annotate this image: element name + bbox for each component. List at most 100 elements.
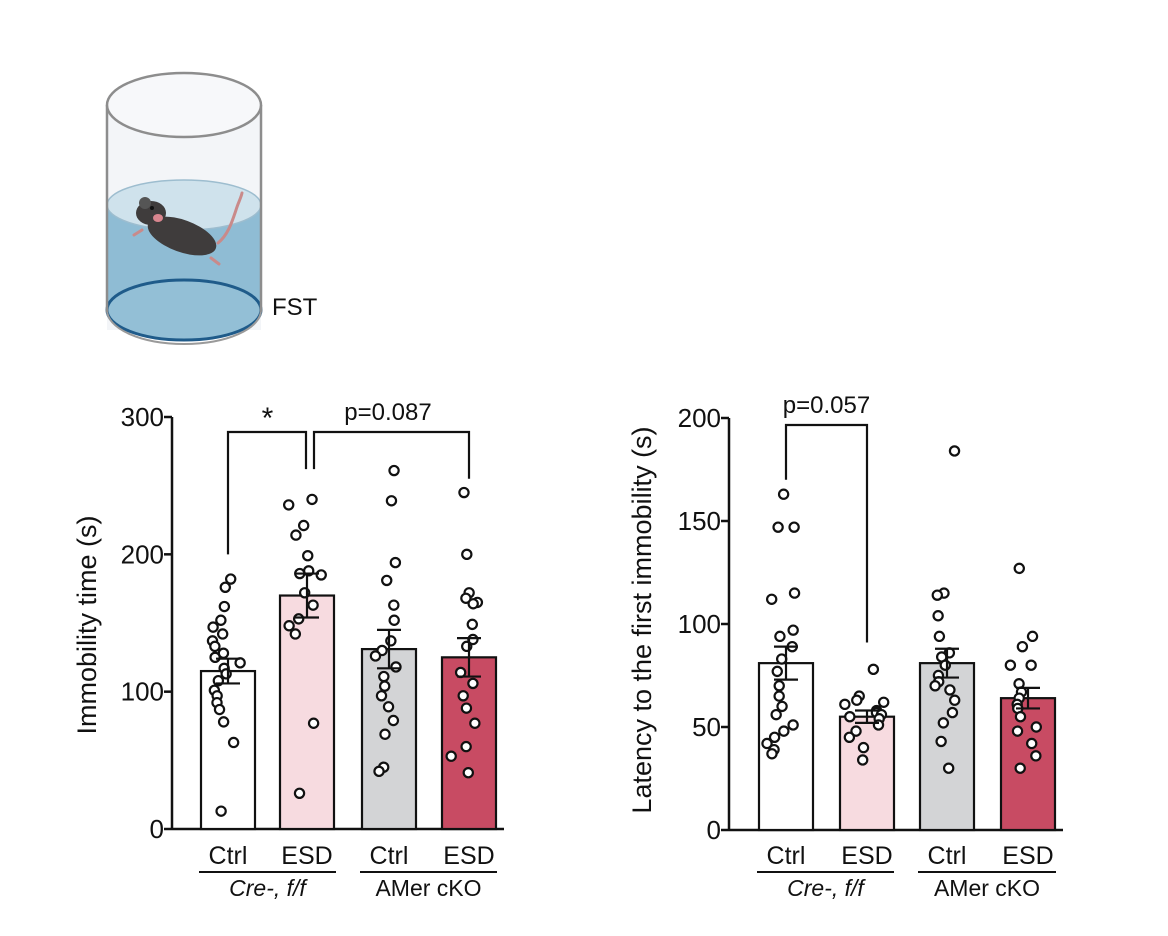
data-point <box>283 620 295 632</box>
data-point <box>1016 640 1029 653</box>
data-point <box>466 618 478 631</box>
data-point <box>387 714 400 727</box>
y-tick-label: 300 <box>121 402 164 432</box>
data-point <box>939 659 951 671</box>
data-point <box>457 690 469 702</box>
data-point <box>388 614 400 626</box>
data-point <box>787 719 799 731</box>
data-point <box>373 765 385 778</box>
data-point <box>877 696 890 708</box>
data-point <box>1004 659 1017 671</box>
data-point <box>293 787 306 799</box>
category-label: Ctrl <box>370 842 409 870</box>
data-point <box>944 684 956 696</box>
data-point <box>227 736 240 749</box>
category-label: Ctrl <box>767 842 806 870</box>
data-point <box>216 628 229 640</box>
significance-label: p=0.057 <box>783 392 870 419</box>
data-point <box>283 499 295 511</box>
group-label: Cre-, f/f <box>787 875 866 901</box>
data-point <box>1011 725 1024 737</box>
data-point <box>469 717 481 729</box>
y-tick-label: 100 <box>121 677 164 707</box>
data-point <box>787 624 799 636</box>
data-point <box>1026 737 1038 750</box>
data-point <box>761 737 773 750</box>
data-point <box>777 488 790 500</box>
data-point <box>458 486 470 499</box>
fst-label: FST <box>272 294 318 321</box>
data-point <box>1026 630 1039 643</box>
data-point <box>867 663 880 676</box>
data-point <box>224 573 237 585</box>
data-point <box>209 651 221 664</box>
y-tick-label: 150 <box>678 506 721 536</box>
group-label: Cre-, f/f <box>229 875 308 901</box>
data-point <box>460 592 472 604</box>
category-label: Ctrl <box>928 842 967 870</box>
data-point <box>778 725 790 737</box>
data-point <box>856 754 869 766</box>
data-point <box>462 766 474 779</box>
data-point <box>385 495 398 507</box>
data-point <box>289 628 302 640</box>
cylinder-bottom <box>105 278 263 342</box>
data-point <box>933 630 946 643</box>
data-point <box>772 521 784 533</box>
data-point <box>388 464 400 477</box>
bar <box>360 647 418 831</box>
data-point <box>307 599 319 611</box>
bar <box>199 669 257 831</box>
data-point <box>382 701 395 713</box>
significance-label: * <box>262 402 274 435</box>
data-point <box>1014 762 1026 774</box>
data-point <box>379 728 391 740</box>
significance-bracket <box>312 430 471 479</box>
data-point <box>220 668 232 680</box>
data-point <box>292 613 305 625</box>
group-label: AMer cKO <box>375 875 481 901</box>
data-point <box>215 614 227 626</box>
data-point <box>307 717 320 729</box>
cylinder-top-rim <box>105 71 263 139</box>
data-point <box>948 694 961 706</box>
data-point <box>369 650 382 662</box>
y-tick-label: 0 <box>150 814 164 844</box>
group-label: AMer cKO <box>934 875 1040 901</box>
significance-label: p=0.087 <box>344 399 431 426</box>
data-point <box>771 665 783 678</box>
y-tick-label: 200 <box>121 539 164 569</box>
data-point <box>773 690 785 702</box>
immobility-time-chart: Immobility time (s) 0 100 200 300 Ctrl ESD Ctr… <box>72 399 504 901</box>
category-label: ESD <box>443 842 494 870</box>
data-point <box>788 587 801 599</box>
data-point <box>467 677 479 690</box>
category-label: Ctrl <box>209 842 248 870</box>
data-point <box>946 706 959 719</box>
data-point <box>935 735 947 748</box>
data-point <box>388 599 400 611</box>
data-point <box>234 657 246 669</box>
data-point <box>460 702 473 714</box>
data-point <box>219 581 231 593</box>
cylinder-base-outline <box>106 309 262 345</box>
data-point <box>385 635 397 647</box>
data-point <box>1030 721 1042 733</box>
significance-bracket <box>784 423 869 643</box>
data-point <box>215 805 227 817</box>
data-point <box>929 680 941 692</box>
data-point <box>213 703 226 716</box>
data-point <box>843 731 856 744</box>
data-point <box>932 610 944 622</box>
data-point <box>207 621 219 633</box>
data-point <box>937 717 950 729</box>
data-point <box>381 574 393 587</box>
fst-illustration: FST <box>105 71 318 345</box>
data-point <box>839 698 851 711</box>
data-point <box>378 680 391 692</box>
mouse-icon <box>132 191 244 266</box>
data-point <box>290 529 302 541</box>
latency-chart: Latency to the first immobility (s) 0 50 1… <box>627 392 1063 901</box>
significance-bracket <box>226 430 308 555</box>
